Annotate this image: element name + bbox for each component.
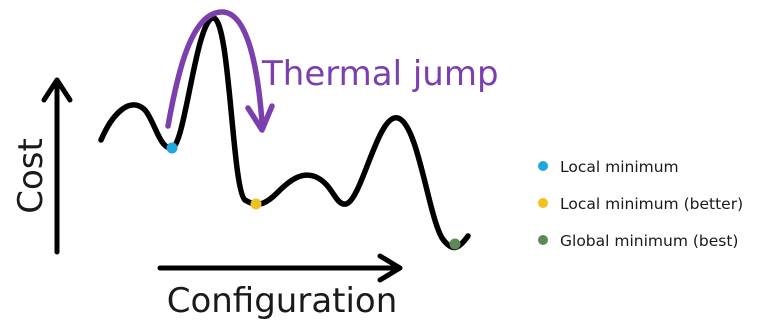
legend-label-local-minimum: Local minimum xyxy=(560,158,679,176)
local-minimum-dot xyxy=(166,142,178,154)
cost-axis-arrow xyxy=(41,77,73,255)
legend-item-local-minimum-better: Local minimum (better) xyxy=(538,195,743,213)
legend-marker-global-minimum xyxy=(538,235,548,245)
thermal-jump-label: Thermal jump xyxy=(261,54,499,94)
legend-label-global-minimum: Global minimum (best) xyxy=(560,232,738,250)
cost-axis-label: Cost xyxy=(11,138,51,214)
configuration-axis-arrow xyxy=(157,253,403,283)
legend: Local minimum Local minimum (better) Glo… xyxy=(538,158,743,250)
global-minimum-dot xyxy=(449,238,461,250)
legend-label-local-minimum-better: Local minimum (better) xyxy=(560,195,743,213)
legend-item-local-minimum: Local minimum xyxy=(538,158,679,176)
legend-item-global-minimum: Global minimum (best) xyxy=(538,232,738,250)
thermal-jump-arrow xyxy=(165,9,275,133)
cost-landscape-curve xyxy=(98,15,471,251)
configuration-axis-label: Configuration xyxy=(167,281,398,321)
legend-marker-local-minimum xyxy=(538,161,548,171)
legend-marker-local-minimum-better xyxy=(538,198,548,208)
local-minimum-better-dot xyxy=(250,198,262,210)
